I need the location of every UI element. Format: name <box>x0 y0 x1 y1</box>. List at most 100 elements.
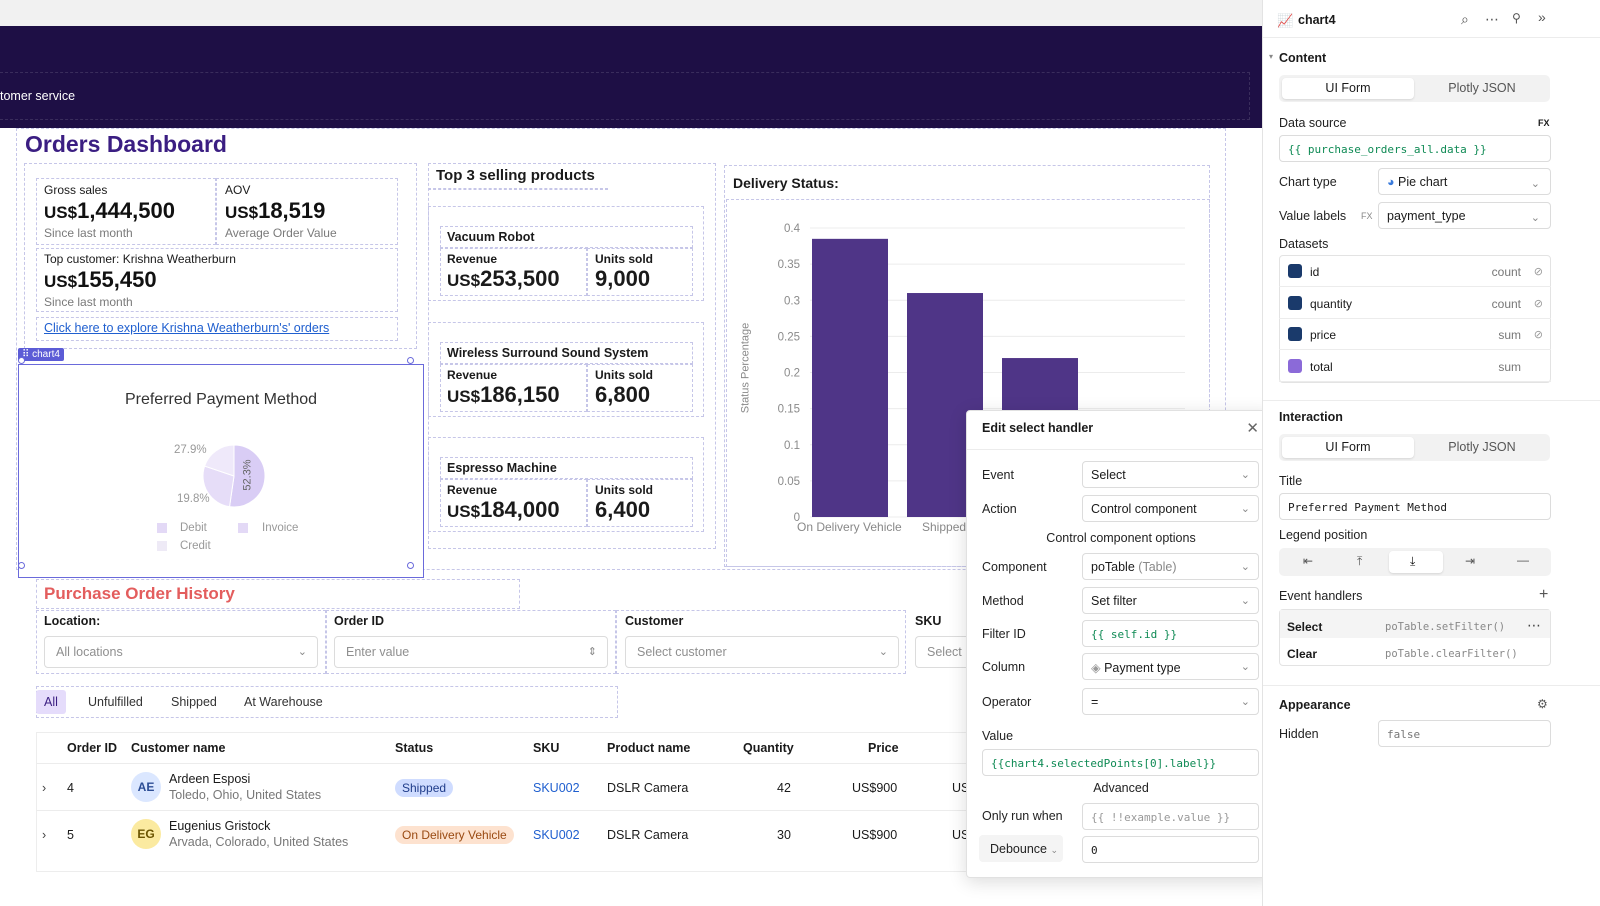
eye-off-icon[interactable]: ⊘ <box>1533 329 1543 341</box>
ui-form-tab[interactable]: UI Form <box>1282 78 1414 99</box>
col-price[interactable]: Price <box>868 741 899 755</box>
eye-off-icon[interactable]: ⊘ <box>1533 266 1543 278</box>
modal-title: Edit select handler <box>982 421 1094 435</box>
more-icon[interactable]: ⋯ <box>1527 617 1541 633</box>
resize-handle-br[interactable] <box>407 562 414 569</box>
chart4-container[interactable]: Preferred Payment Method 27.9% 19.8% 52.… <box>18 364 424 578</box>
data-source-input[interactable]: {{ purchase_orders_all.data }} <box>1279 135 1551 162</box>
color-swatch[interactable] <box>1288 295 1302 310</box>
dataset-aggregation[interactable]: sum <box>1498 328 1521 342</box>
pie-slice-invoice[interactable] <box>202 465 235 508</box>
component-select[interactable]: poTable (Table) ⌄ <box>1082 553 1259 580</box>
sku-link[interactable]: SKU002 <box>533 828 580 842</box>
chevron-down-icon: ⌄ <box>878 646 888 658</box>
component-name[interactable]: chart4 <box>1298 13 1336 27</box>
chevron-down-icon: ⌄ <box>1240 503 1250 515</box>
tab-all[interactable]: All <box>36 690 66 714</box>
hide-legend-icon[interactable]: — <box>1517 553 1529 567</box>
legend-position-toggle[interactable]: ⇤ ⤒ ⤓ ⇥ — <box>1279 548 1551 576</box>
handler-event-clear[interactable]: Clear <box>1287 647 1318 661</box>
pin-icon[interactable]: ⚲ <box>1512 11 1521 25</box>
chevron-right-icon[interactable]: › <box>42 781 47 795</box>
filter-id-input[interactable]: {{ self.id }} <box>1082 620 1259 647</box>
legend-debit[interactable]: Debit <box>180 522 207 534</box>
event-select[interactable]: Select ⌄ <box>1082 461 1259 488</box>
only-run-input[interactable]: {{ !!example.value }} <box>1082 803 1259 830</box>
dataset-row[interactable]: price sum ⊘ <box>1279 319 1551 350</box>
customer-select[interactable]: Select customer ⌄ <box>625 636 899 668</box>
dataset-aggregation[interactable]: count <box>1491 265 1521 279</box>
color-swatch[interactable] <box>1288 327 1302 341</box>
legend-invoice[interactable]: Invoice <box>262 522 299 534</box>
bar-0[interactable] <box>812 238 888 517</box>
stepper-icon[interactable]: ⇕ <box>587 646 597 658</box>
price-overflow: US <box>952 781 970 795</box>
resize-handle-tr[interactable] <box>407 357 414 364</box>
value-input[interactable]: {{chart4.selectedPoints[0].label}} <box>982 749 1259 776</box>
sku-link[interactable]: SKU002 <box>533 781 580 795</box>
chart-type-select[interactable]: ◕ Pie chart ⌄ <box>1378 168 1551 195</box>
col-quantity[interactable]: Quantity <box>743 741 794 755</box>
action-select[interactable]: Control component ⌄ <box>1082 495 1259 522</box>
order-id-input[interactable]: Enter value ⇕ <box>334 636 608 668</box>
fx-icon[interactable]: FX <box>1538 118 1550 128</box>
dataset-row[interactable]: quantity count ⊘ <box>1279 288 1551 319</box>
col-customer-name[interactable]: Customer name <box>131 741 226 755</box>
chevron-right-icon[interactable]: › <box>42 828 47 842</box>
resize-handle-tl[interactable] <box>18 357 25 364</box>
plotly-json-tab[interactable]: Plotly JSON <box>1448 440 1516 454</box>
interaction-mode-toggle[interactable]: UI Form Plotly JSON <box>1279 434 1550 461</box>
operator-select[interactable]: = ⌄ <box>1082 688 1259 715</box>
method-select[interactable]: Set filter ⌄ <box>1082 587 1259 614</box>
more-icon[interactable]: ⋯ <box>1485 11 1499 27</box>
plotly-json-tab[interactable]: Plotly JSON <box>1448 81 1516 95</box>
close-icon[interactable]: ✕ <box>1246 420 1259 437</box>
explore-orders-link[interactable]: Click here to explore Krishna Weatherbur… <box>44 321 330 335</box>
add-icon[interactable]: + <box>1539 586 1549 603</box>
align-right-icon[interactable]: ⇥ <box>1465 554 1476 568</box>
delivery-title: Delivery Status: <box>733 175 839 191</box>
fx-icon[interactable]: FX <box>1361 211 1373 221</box>
color-swatch[interactable] <box>1288 358 1302 373</box>
chevron-down-icon[interactable]: ▾ <box>1269 52 1274 61</box>
align-left-icon[interactable]: ⇤ <box>1303 554 1314 568</box>
tab-shipped[interactable]: Shipped <box>171 695 217 709</box>
title-input[interactable]: Preferred Payment Method <box>1279 493 1551 520</box>
col-product-name[interactable]: Product name <box>607 741 691 755</box>
resize-handle-bl[interactable] <box>18 562 25 569</box>
handler-row-select[interactable] <box>1280 610 1550 638</box>
dataset-aggregation[interactable]: count <box>1491 296 1521 311</box>
align-bottom-icon[interactable]: ⤓ <box>1410 554 1416 568</box>
col-order-id[interactable]: Order ID <box>67 741 118 755</box>
legend-credit[interactable]: Credit <box>180 540 211 552</box>
interaction-section[interactable]: Interaction <box>1279 410 1343 424</box>
tab-at-warehouse[interactable]: At Warehouse <box>244 695 323 709</box>
pie-slice-debit[interactable] <box>228 444 266 508</box>
dataset-row[interactable]: id count ⊘ <box>1279 256 1551 287</box>
content-section[interactable]: Content <box>1279 51 1327 65</box>
align-top-icon[interactable]: ⤒ <box>1357 554 1363 568</box>
col-status[interactable]: Status <box>395 741 434 755</box>
pie-slice-credit[interactable] <box>204 444 235 477</box>
chart4-selection-tag[interactable]: ⠿ chart4 <box>18 348 64 361</box>
location-select[interactable]: All locations ⌄ <box>44 636 318 668</box>
pie-chart[interactable] <box>199 441 269 511</box>
debounce-input[interactable]: 0 <box>1082 836 1259 863</box>
collapse-icon[interactable]: » <box>1538 9 1546 25</box>
eye-off-icon[interactable]: ⊘ <box>1533 297 1543 310</box>
dataset-row[interactable]: total sum <box>1279 351 1551 382</box>
debounce-toggle[interactable] <box>979 835 1063 862</box>
column-select[interactable]: ◈ Payment type ⌄ <box>1082 653 1259 680</box>
value-labels-select[interactable]: payment_type ⌄ <box>1378 202 1551 229</box>
col-sku[interactable]: SKU <box>533 741 560 755</box>
color-swatch[interactable] <box>1288 264 1302 278</box>
dataset-aggregation[interactable]: sum <box>1498 359 1521 374</box>
hidden-input[interactable]: false <box>1378 720 1551 747</box>
search-icon[interactable]: ⌕ <box>1461 11 1469 27</box>
content-mode-toggle[interactable]: UI Form Plotly JSON <box>1279 75 1550 102</box>
sku-select[interactable]: Select <box>915 636 975 668</box>
tab-unfulfilled[interactable]: Unfulfilled <box>88 695 143 709</box>
appearance-section[interactable]: Appearance <box>1279 698 1351 712</box>
ui-form-tab[interactable]: UI Form <box>1282 437 1414 458</box>
sliders-icon[interactable]: ⚙ <box>1537 697 1548 711</box>
